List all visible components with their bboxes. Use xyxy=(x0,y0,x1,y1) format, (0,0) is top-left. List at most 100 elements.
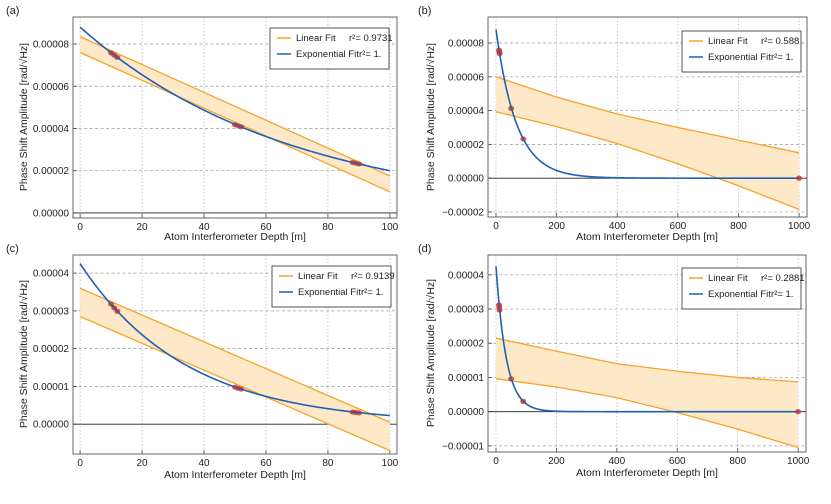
legend-entry-name: Linear Fit xyxy=(708,36,748,47)
y-tick-label: 0.00002 xyxy=(448,140,485,151)
legend-entry-name: Exponential Fit xyxy=(298,287,361,298)
x-tick-label: 80 xyxy=(322,458,334,469)
x-tick-label: 400 xyxy=(609,456,626,467)
legend-entry-stat: r²= 1. xyxy=(361,287,383,298)
x-tick-label: 80 xyxy=(322,222,334,233)
x-tick-label: 1000 xyxy=(788,221,811,232)
legend-box xyxy=(271,265,392,308)
y-tick-label: 0.00008 xyxy=(448,39,485,50)
x-tick-label: 0 xyxy=(77,458,83,469)
legend-entry-stat: r²= 1. xyxy=(359,49,381,60)
x-tick-label: 100 xyxy=(382,222,399,233)
y-tick-label: 0.00000 xyxy=(33,420,70,431)
linear-fit-band xyxy=(495,338,799,448)
exponential-fit-curve xyxy=(79,26,391,172)
y-tick-label: 0.00008 xyxy=(33,40,70,51)
exponential-fit-curve xyxy=(79,263,390,417)
linear-fit-band xyxy=(496,76,800,210)
legend-entry-stat: r²= 0.588 xyxy=(761,36,799,47)
x-tick-label: 600 xyxy=(670,221,687,232)
x-tick-label: 600 xyxy=(669,456,686,467)
y-tick-label: 0.00003 xyxy=(448,305,485,316)
linear-fit-upper-line xyxy=(495,76,800,154)
plot-frame xyxy=(487,254,807,453)
x-tick-label: 800 xyxy=(729,456,746,467)
y-tick-label: 0.00006 xyxy=(33,82,70,93)
plot-frame xyxy=(72,254,398,455)
y-axis-label: Phase Shift Amplitude [rad/√Hz] xyxy=(425,43,437,191)
y-axis-label: Phase Shift Amplitude [rad/√Hz] xyxy=(18,280,30,428)
legend: Linear Fit r²= 0.588 Exponential Fit r²= 1. xyxy=(681,30,802,73)
y-tick-label: 0.00000 xyxy=(448,174,485,185)
linear-fit-band xyxy=(80,36,390,192)
x-tick-label: 0 xyxy=(77,222,83,233)
linear-fit-upper-line xyxy=(79,36,391,177)
y-tick-label: 0.00002 xyxy=(33,166,70,177)
legend-entry-name: Exponential Fit xyxy=(708,52,771,63)
legend-entry-stat: r²= 0.2881 xyxy=(761,273,805,284)
x-tick-label: 40 xyxy=(198,222,210,233)
x-tick-label: 60 xyxy=(260,458,272,469)
x-tick-label: 400 xyxy=(609,221,626,232)
linear-fit-band xyxy=(80,288,390,451)
y-tick-label: 0.00003 xyxy=(33,306,70,317)
legend-entry-stat: r²= 0.9139 xyxy=(351,271,395,282)
y-tick-label: 0.00004 xyxy=(33,124,70,135)
legend-box xyxy=(269,27,390,70)
legend-entry-name: Linear Fit xyxy=(298,271,338,282)
legend-entry-name: Exponential Fit xyxy=(296,49,359,60)
linear-fit-lower-line xyxy=(495,378,799,449)
y-tick-label: 0.00002 xyxy=(33,344,70,355)
x-tick-label: 20 xyxy=(137,458,149,469)
plot-frame xyxy=(487,16,808,218)
legend-box xyxy=(681,30,802,73)
x-tick-label: 40 xyxy=(198,458,210,469)
legend: Linear Fit r²= 0.2881 Exponential Fit r²= 1… xyxy=(681,267,805,310)
panel-d: (d) 0 200 400 600 800 1000 −0.00001 0.00000 0.000… xyxy=(418,243,810,479)
y-tick-label: 0.00004 xyxy=(448,270,485,281)
legend-entry-name: Linear Fit xyxy=(296,33,336,44)
legend: Linear Fit r²= 0.9731 Exponential Fit r²= 1… xyxy=(269,27,393,70)
y-tick-label: −0.00002 xyxy=(442,207,484,218)
y-tick-label: 0.00004 xyxy=(448,106,485,117)
legend-entry-stat: r²= 1. xyxy=(771,52,793,63)
x-axis-label: Atom Interferometer Depth [m] xyxy=(576,467,718,479)
x-tick-label: 0 xyxy=(493,221,499,232)
panel-label: (a) xyxy=(6,5,19,17)
panel-a: (a) 0 20 40 60 80 100 0.00000 0.00002 0.00004 0.00… xyxy=(6,5,399,243)
y-tick-label: 0.00006 xyxy=(448,72,485,83)
panel-b: (b) 0 200 400 600 800 1000 −0.00002 0.00000 0.000… xyxy=(418,5,811,243)
x-tick-label: 1000 xyxy=(787,456,810,467)
x-tick-label: 200 xyxy=(548,456,565,467)
y-tick-label: 0.00001 xyxy=(448,373,485,384)
linear-fit-upper-line xyxy=(495,337,799,383)
panel-label: (b) xyxy=(418,5,431,17)
x-axis-label: Atom Interferometer Depth [m] xyxy=(164,231,306,243)
x-tick-label: 800 xyxy=(730,221,747,232)
exponential-fit-curve xyxy=(495,266,799,413)
x-tick-label: 60 xyxy=(260,222,272,233)
y-tick-label: 0.00000 xyxy=(448,407,485,418)
linear-fit-lower-line xyxy=(79,315,391,452)
linear-fit-upper-line xyxy=(79,287,391,423)
exponential-fit-curve xyxy=(495,29,800,179)
y-tick-label: −0.00001 xyxy=(442,441,484,452)
y-axis-label: Phase Shift Amplitude [rad/√Hz] xyxy=(425,279,437,427)
y-tick-label: 0.00001 xyxy=(33,382,70,393)
x-axis-label: Atom Interferometer Depth [m] xyxy=(164,469,306,481)
legend-entry-stat: r²= 1. xyxy=(771,289,793,300)
y-axis-label: Phase Shift Amplitude [rad/√Hz] xyxy=(18,43,30,191)
x-tick-label: 100 xyxy=(382,458,399,469)
y-tick-label: 0.00002 xyxy=(448,339,485,350)
legend-box xyxy=(681,267,802,310)
legend-entry-stat: r²= 0.9731 xyxy=(349,33,393,44)
y-tick-label: 0.00004 xyxy=(33,269,70,280)
plot-frame xyxy=(72,16,398,219)
legend: Linear Fit r²= 0.9139 Exponential Fit r²= 1… xyxy=(271,265,395,308)
x-axis-label: Atom Interferometer Depth [m] xyxy=(576,231,718,243)
linear-fit-lower-line xyxy=(495,111,800,211)
legend-entry-name: Linear Fit xyxy=(708,273,748,284)
panel-label: (d) xyxy=(418,243,431,255)
panel-c: (c) 0 20 40 60 80 100 0.00000 0.00001 0.00002 0.00… xyxy=(6,243,399,481)
